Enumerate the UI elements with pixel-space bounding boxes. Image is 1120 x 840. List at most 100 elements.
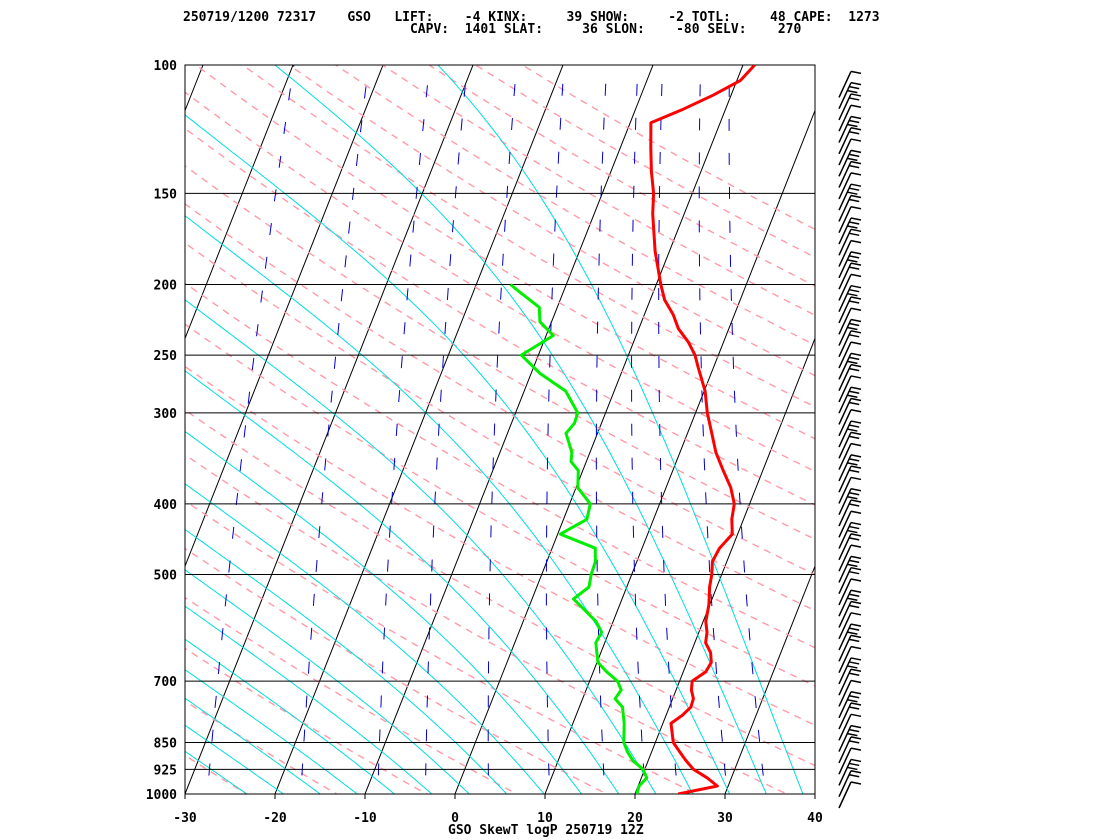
moist-adiabat-line: [185, 483, 545, 794]
wind-barb-feather: [849, 661, 860, 665]
wind-barb: [838, 702, 862, 730]
wind-barb-feather: [849, 559, 860, 564]
dry-adiabat-line: [0, 65, 181, 809]
wind-barb: [838, 634, 862, 662]
wind-barb-feather: [850, 81, 862, 86]
dry-adiabat-line: [185, 754, 249, 794]
wind-barb-staff: [838, 285, 852, 313]
wind-barb: [838, 566, 862, 595]
wind-barb: [838, 409, 862, 437]
wind-barb: [838, 623, 862, 651]
wind-barb-feather: [850, 115, 862, 120]
wind-barb-feather: [850, 724, 862, 729]
wind-barb-feather: [850, 454, 862, 458]
wind-barb-feather: [850, 442, 862, 447]
wind-barb-feather: [850, 206, 862, 210]
wind-barb-feather: [850, 318, 862, 323]
wind-barb-staff: [838, 127, 852, 155]
wind-barb-staff: [838, 262, 852, 290]
wind-barb-feather: [849, 356, 860, 361]
wind-barb-feather: [850, 296, 862, 300]
wind-barb-staff: [838, 398, 852, 425]
wind-barb-feather: [849, 232, 860, 237]
moist-adiabat-line: [185, 697, 322, 794]
wind-barb-feather: [850, 375, 862, 379]
wind-barb-staff: [838, 420, 852, 448]
moist-adiabat-line: [437, 65, 804, 794]
wind-barb-feather: [847, 766, 858, 771]
wind-barb-staff: [838, 714, 852, 741]
wind-barb-feather: [850, 589, 862, 593]
wind-barb-feather: [847, 123, 858, 128]
wind-barb-feather: [850, 634, 862, 639]
isotherm-line: [724, 564, 815, 794]
isotherm-line: [185, 65, 384, 568]
wind-barb: [838, 273, 862, 301]
wind-barb: [838, 239, 862, 267]
dry-adiabat-line: [195, 65, 815, 440]
wind-barb-feather: [850, 431, 862, 436]
wind-barb: [838, 138, 862, 166]
wind-barb-feather: [847, 597, 858, 601]
wind-barb-feather: [847, 360, 858, 365]
wind-barb: [838, 454, 862, 482]
wind-barb-feather: [849, 119, 860, 124]
mixing-ratio-line: [658, 65, 679, 794]
moist-adiabat-line: [185, 114, 731, 794]
wind-barb-feather: [847, 732, 858, 737]
wind-barb-feather: [849, 525, 860, 530]
pressure-tick-label: 700: [154, 675, 178, 690]
wind-barb-staff: [838, 556, 852, 583]
wind-barb-feather: [849, 706, 860, 710]
wind-barb-staff: [838, 206, 852, 234]
wind-barb-feather: [850, 781, 862, 785]
wind-barb-feather: [850, 386, 862, 390]
wind-barb-feather: [849, 97, 860, 101]
wind-barb: [838, 533, 862, 561]
wind-barb: [838, 713, 862, 741]
wind-barb-feather: [850, 521, 862, 526]
dry-adiabat-line: [428, 65, 815, 287]
wind-barb-feather: [850, 194, 862, 199]
wind-barb-feather: [850, 217, 862, 221]
wind-barb-feather: [850, 544, 862, 548]
dry-adiabat-line: [288, 65, 815, 377]
wind-barb-feather: [849, 131, 860, 135]
wind-barb-staff: [838, 150, 852, 177]
wind-barb-feather: [849, 322, 860, 327]
wind-barb-staff: [838, 567, 852, 595]
wind-barb-staff: [838, 217, 852, 245]
wind-barb: [838, 284, 862, 313]
moist-adiabat-line: [185, 370, 620, 794]
wind-barb-feather: [849, 221, 860, 225]
wind-barb: [838, 679, 862, 707]
wind-barb-feather: [847, 495, 858, 500]
dewpoint-profile-line: [509, 283, 649, 794]
temp-tick-label: 40: [807, 811, 823, 826]
dry-adiabat-line: [335, 65, 815, 346]
wind-barb-feather: [850, 578, 862, 582]
wind-barb-feather: [849, 638, 860, 643]
wind-barb-staff: [838, 104, 852, 132]
moist-adiabat-line: [185, 638, 396, 794]
wind-barb-staff: [838, 364, 852, 391]
wind-barb-staff: [838, 386, 852, 414]
wind-barb-staff: [838, 116, 852, 143]
wind-barb-staff: [838, 770, 852, 798]
wind-barb: [838, 431, 862, 459]
wind-barb-staff: [838, 646, 852, 673]
wind-barb-feather: [850, 363, 862, 368]
wind-barb-staff: [838, 635, 852, 662]
temp-tick-label: 10: [537, 811, 553, 826]
wind-barb-feather: [850, 566, 862, 571]
wind-barb-feather: [849, 762, 860, 767]
wind-barb: [838, 330, 862, 358]
mixing-ratio-line: [595, 65, 608, 794]
moist-adiabat-line: [185, 750, 248, 794]
wind-barb-feather: [847, 428, 858, 432]
wind-barb: [838, 510, 862, 538]
wind-barb-feather: [850, 70, 862, 75]
wind-barb: [838, 194, 862, 222]
wind-barb-staff: [838, 601, 852, 628]
wind-barb-feather: [850, 668, 862, 672]
